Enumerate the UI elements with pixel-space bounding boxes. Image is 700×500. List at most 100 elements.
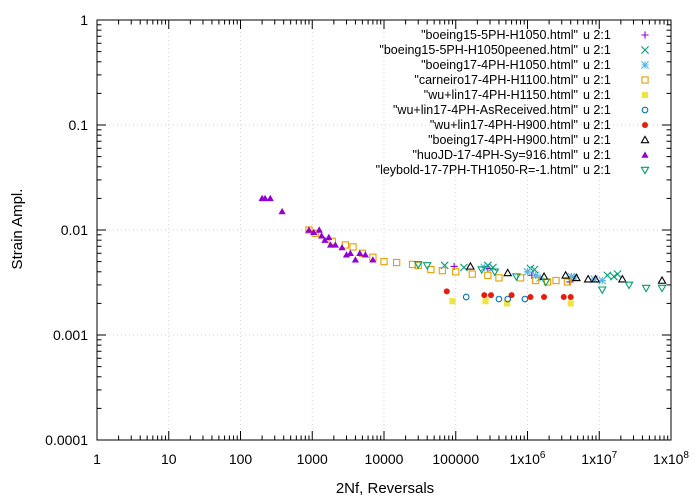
data-point [427,265,435,274]
x-tick-label: 1 [93,451,101,467]
legend-marker [641,61,649,69]
data-point [477,266,487,275]
data-point [413,261,423,270]
x-tick-label: 1x107 [581,450,617,467]
data-point [508,292,515,299]
series-5 [449,298,574,307]
data-point [541,294,548,301]
legend-entry: "leybold-17-7PH-TH1050-R=-1.html" u 2:1 [376,163,650,177]
legend-label: "huoJD-17-4PH-Sy=916.html" [412,148,578,162]
legend-entry: "huoJD-17-4PH-Sy=916.html" u 2:1 [412,148,649,162]
legend-using: u 2:1 [583,43,611,57]
data-point [351,256,360,263]
data-point [563,278,572,286]
series-6 [462,293,529,303]
legend-entry: "wu+lin17-4PH-AsReceived.html" u 2:1 [393,103,649,117]
series-10 [413,261,667,295]
data-point [609,272,618,281]
legend-using: u 2:1 [583,148,611,162]
data-point [490,268,500,277]
y-tick-label: 0.01 [61,222,88,238]
data-point [531,271,540,280]
data-point [657,275,667,284]
legend-label: "boeing17-4PH-H1050.html" [421,58,578,72]
series-2 [440,261,622,281]
data-point [503,268,513,277]
data-point [536,273,545,282]
data-point [504,300,511,307]
data-point [495,274,503,282]
legend-marker [641,31,649,39]
legend-entry: "wu+lin17-4PH-H900.html" u 2:1 [430,118,648,132]
data-point [561,270,571,279]
data-point [624,281,634,290]
legend-marker [641,76,649,84]
data-point [468,270,476,278]
data-point [488,263,497,272]
x-axis-tick-labels: 1 10 100 1000 10000 100000 1x106 1x107 1x108 [93,450,689,467]
legend-using: u 2:1 [583,163,611,177]
y-tick-label: 0.001 [53,327,88,343]
data-point [527,294,534,301]
data-point [617,274,627,283]
legend-label: "boeing15-5PH-H1050peened.html" [379,43,578,57]
data-point [511,273,521,282]
data-point [326,241,335,248]
y-tick-label: 1 [80,12,88,28]
data-point [459,263,468,272]
data-point [641,284,651,293]
data-point [571,273,581,282]
legend-marker [640,135,650,144]
data-point [488,292,495,299]
x-tick-label: 10000 [365,451,404,467]
legend-label: "wu+lin17-4PH-H900.html" [430,118,578,132]
data-point [583,274,593,283]
data-point [566,278,574,286]
data-point [482,298,489,305]
data-point [349,243,357,251]
data-point [310,228,318,236]
data-point [369,256,377,263]
data-point [532,276,540,285]
x-axis-label: 2Nf, Reversals [336,480,434,497]
data-point [356,249,364,256]
y-tick-label: 0.0001 [45,432,88,448]
legend-marker [641,151,649,158]
data-point [598,276,607,285]
data-series [258,194,667,307]
data-point [465,261,475,270]
legend-using: u 2:1 [583,88,611,102]
legend-using: u 2:1 [583,118,611,132]
legend-marker [640,166,650,175]
data-point [504,295,512,303]
data-point [338,243,346,251]
data-point [560,294,567,301]
legend-entry: "boeing17-4PH-H1050.html" u 2:1 [421,58,649,72]
x-tick-label-exponent: 8 [683,450,689,461]
x-tick-label-exponent: 7 [612,450,618,461]
legend-using: u 2:1 [583,58,611,72]
data-point [361,251,369,258]
x-tick-label: 10 [161,451,177,467]
data-point [443,288,450,295]
legend-marker [642,122,648,128]
legend-marker [641,91,649,99]
x-tick-label: 1000 [297,451,328,467]
x-tick-label: 1x108 [653,450,689,467]
legend-using: u 2:1 [583,133,611,147]
data-point [449,298,456,305]
data-point [305,226,313,233]
data-point [346,249,354,256]
data-point [261,194,269,202]
legend-entry: "boeing15-5PH-H1050peened.html" u 2:1 [379,43,649,57]
data-point [567,294,574,301]
legend: "boeing15-5PH-H1050.html" u 2:1"boeing15-… [376,28,650,177]
axis-ticks [96,19,672,441]
legend-label: "leybold-17-7PH-TH1050-R=-1.html" [376,163,578,177]
data-point [392,258,401,267]
legend-using: u 2:1 [583,103,611,117]
data-point [521,295,529,303]
data-point [481,292,488,299]
series-7 [443,288,574,301]
